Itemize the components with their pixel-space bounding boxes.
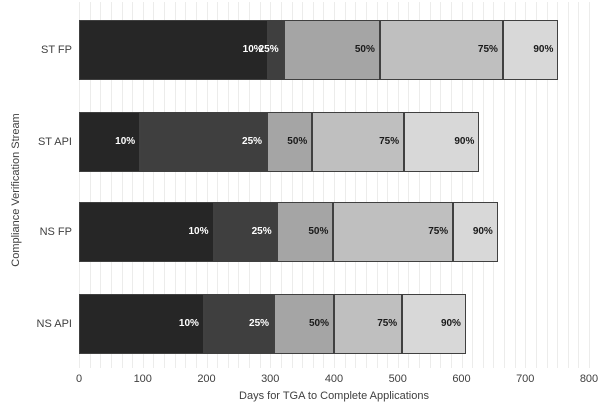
- bar-segment-90%: 90%: [453, 202, 498, 262]
- x-tick-label-700: 700: [516, 373, 535, 385]
- y-axis-title: Compliance Verification Stream: [10, 113, 22, 267]
- category-label-ns-api: NS API: [36, 318, 72, 330]
- x-tick-label-800: 800: [579, 373, 599, 385]
- segment-label: 25%: [249, 318, 270, 329]
- bar-row-st-api: 10% 25% 50% 75% 90%: [79, 112, 589, 172]
- bar-segment-90%: 90%: [404, 112, 480, 172]
- x-tick-label-400: 400: [324, 373, 344, 385]
- x-tick-label-200: 200: [197, 373, 216, 385]
- segment-label: 10%: [178, 318, 199, 329]
- bar-segment-50%: 50%: [267, 112, 313, 172]
- bar-segment-10%: 10%: [79, 112, 141, 172]
- x-tick-label-300: 300: [261, 373, 280, 385]
- plot-area: 10% 25% 50% 75% 90% 10% 25% 50% 75% 90% 10% 25% 50% 7…: [79, 2, 590, 368]
- segment-label: 50%: [308, 226, 329, 237]
- segment-label: 10%: [242, 44, 263, 55]
- segment-label: 10%: [188, 226, 209, 237]
- segment-label: 50%: [287, 136, 308, 147]
- segment-label: 75%: [428, 226, 449, 237]
- bar-segment-10%: 10%: [79, 294, 204, 354]
- segment-label: 90%: [440, 318, 461, 329]
- bar-segment-50%: 50%: [283, 20, 380, 80]
- bar-segment-75%: 75%: [312, 112, 405, 172]
- x-tick-label-500: 500: [388, 373, 407, 385]
- bar-segment-90%: 90%: [402, 294, 466, 354]
- segment-label: 25%: [242, 136, 263, 147]
- x-axis-title: Days for TGA to Complete Applications: [239, 390, 429, 402]
- bar-segment-25%: 25%: [140, 112, 268, 172]
- bar-segment-50%: 50%: [274, 294, 334, 354]
- bar-segment-25%: 25%: [213, 202, 277, 262]
- bar-segment-75%: 75%: [379, 20, 503, 80]
- minor-gridline: [589, 2, 590, 368]
- segment-label: 75%: [379, 136, 400, 147]
- bar-segment-75%: 75%: [334, 294, 403, 354]
- x-tick-label-600: 600: [452, 373, 471, 385]
- segment-label: 10%: [115, 136, 136, 147]
- bar-row-ns-fp: 10% 25% 50% 75% 90%: [79, 202, 589, 262]
- segment-label: 90%: [472, 226, 493, 237]
- x-tick-label-0: 0: [75, 373, 83, 385]
- bar-segment-10%: 10%: [79, 20, 268, 80]
- bar-segment-50%: 50%: [276, 202, 334, 262]
- segment-label: 50%: [354, 44, 375, 55]
- bar-row-ns-api: 10% 25% 50% 75% 90%: [79, 294, 589, 354]
- bar-row-st-fp: 10% 25% 50% 75% 90%: [79, 20, 589, 80]
- bar-segment-75%: 75%: [333, 202, 454, 262]
- segment-label: 90%: [533, 44, 554, 55]
- segment-label: 75%: [477, 44, 498, 55]
- bar-segment-90%: 90%: [502, 20, 559, 80]
- x-tick-label-100: 100: [133, 373, 152, 385]
- segment-label: 50%: [308, 318, 329, 329]
- bar-segment-10%: 10%: [79, 202, 214, 262]
- category-label-ns-fp: NS FP: [39, 226, 72, 238]
- segment-label: 90%: [454, 136, 475, 147]
- bar-segment-25%: 25%: [259, 20, 284, 80]
- segment-label: 25%: [258, 44, 279, 55]
- bar-segment-25%: 25%: [203, 294, 275, 354]
- segment-label: 75%: [377, 318, 398, 329]
- category-label-st-api: ST API: [37, 136, 72, 148]
- segment-label: 25%: [251, 226, 272, 237]
- category-label-st-fp: ST FP: [41, 44, 72, 56]
